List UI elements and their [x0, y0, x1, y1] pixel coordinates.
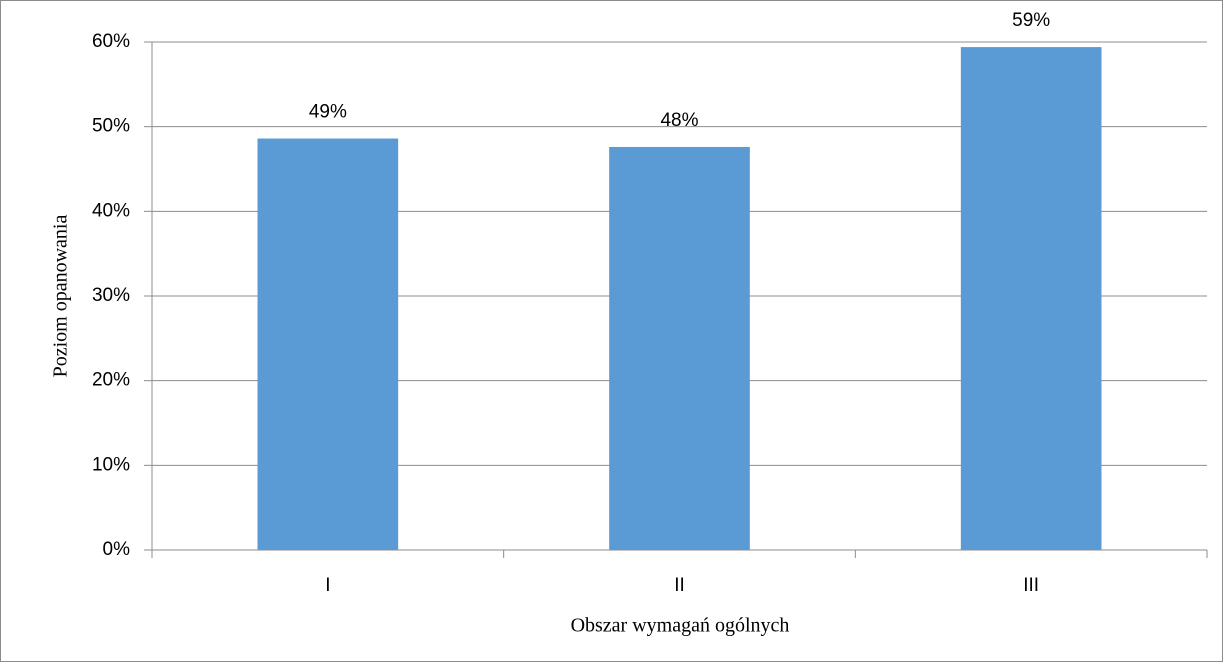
- bar: [609, 146, 750, 550]
- y-tick-label: 40%: [92, 200, 130, 221]
- data-label: 49%: [309, 102, 347, 123]
- y-tick-label: 30%: [92, 285, 130, 306]
- x-tick-label: III: [1023, 575, 1039, 596]
- y-tick-label: 10%: [92, 454, 130, 475]
- y-tick-label: 20%: [92, 370, 130, 391]
- x-tick-label: I: [325, 575, 330, 596]
- y-axis-title: Poziom opanowania: [50, 215, 72, 378]
- y-tick-label: 60%: [92, 31, 130, 52]
- data-label: 48%: [660, 110, 698, 131]
- y-tick-label: 50%: [92, 116, 130, 137]
- data-label: 59%: [1012, 10, 1050, 31]
- x-axis-title: Obszar wymagań ogólnych: [571, 615, 790, 637]
- y-tick-label: 0%: [103, 539, 131, 560]
- x-tick-label: II: [674, 575, 685, 596]
- bar: [960, 47, 1102, 551]
- bar: [257, 138, 399, 550]
